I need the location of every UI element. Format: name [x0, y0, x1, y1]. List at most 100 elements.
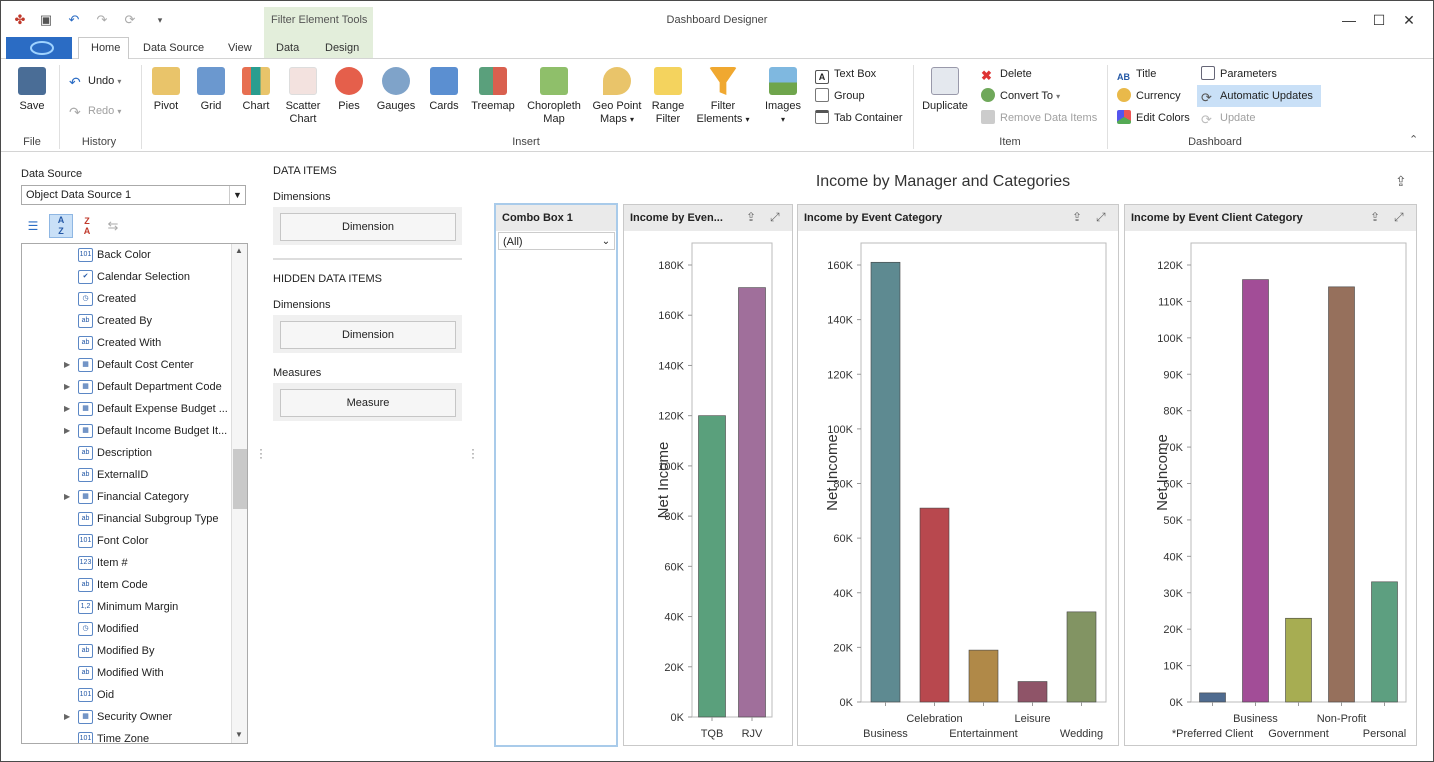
duplicate-button[interactable]: Duplicate — [919, 67, 971, 113]
splitter-grip-icon[interactable]: · · · — [471, 442, 475, 464]
insert-tab-container-button[interactable]: Tab Container — [815, 109, 903, 127]
insert-geo-point-maps-button[interactable]: Geo Point Maps ▾ — [589, 67, 645, 126]
export-icon[interactable]: ⇪ — [1370, 210, 1381, 224]
edit-colors-button[interactable]: Edit Colors — [1117, 109, 1190, 127]
maximize-icon[interactable]: ☐ — [1372, 12, 1386, 28]
insert-images-button[interactable]: Images ▾ — [761, 67, 805, 126]
expand-arrow-icon[interactable]: ▶ — [64, 426, 71, 435]
field-item[interactable]: ◷ Modified — [22, 618, 232, 640]
measure-placeholder-button[interactable]: Measure — [280, 389, 456, 417]
update-button[interactable]: ⟳ Update — [1201, 112, 1256, 127]
combo-box-panel[interactable]: Combo Box 1 (All) ⌄ — [494, 203, 618, 747]
splitter-grip-icon[interactable]: · · · — [259, 442, 263, 464]
dimension-placeholder-button[interactable]: Dimension — [280, 213, 456, 241]
field-item[interactable]: ab Description — [22, 442, 232, 464]
field-item[interactable]: ▶ ▦ Default Income Budget It... — [22, 420, 232, 442]
insert-pivot-button[interactable]: Pivot — [147, 67, 185, 113]
field-item[interactable]: ab Modified By — [22, 640, 232, 662]
field-item[interactable]: ✔ Calendar Selection — [22, 266, 232, 288]
tab-data[interactable]: Data — [276, 42, 300, 54]
save-button[interactable]: Save — [15, 67, 49, 113]
bar[interactable] — [1371, 581, 1398, 703]
group-by-type-icon[interactable]: ☰ — [27, 219, 39, 233]
field-item[interactable]: ▶ ▦ Default Cost Center — [22, 354, 232, 376]
export-icon[interactable]: ⇪ — [746, 210, 757, 224]
currency-button[interactable]: Currency — [1117, 87, 1181, 105]
bar[interactable] — [1066, 611, 1097, 703]
dashboard-title-button[interactable]: AB Title — [1117, 68, 1157, 82]
maximize-panel-icon[interactable]: ⤢ — [1096, 210, 1106, 224]
expand-arrow-icon[interactable]: ▶ — [64, 404, 71, 413]
insert-choropleth-map-button[interactable]: Choropleth Map — [525, 67, 583, 126]
field-item[interactable]: ab Created With — [22, 332, 232, 354]
remove-data-items-button[interactable]: Remove Data Items — [981, 109, 1097, 127]
expand-arrow-icon[interactable]: ▶ — [64, 382, 71, 391]
bar[interactable] — [1017, 681, 1048, 703]
insert-chart-button[interactable]: Chart — [237, 67, 275, 113]
field-item[interactable]: 1,2 Minimum Margin — [22, 596, 232, 618]
chart-panel-manager[interactable]: Income by Even... 0K 20K 40K 60K 80K 100K 120K… — [623, 204, 793, 746]
collapse-ribbon-icon[interactable]: ⌃ — [1409, 134, 1419, 146]
field-item[interactable]: ▶ ▦ Security Owner — [22, 706, 232, 728]
field-item[interactable]: 101 Time Zone — [22, 728, 232, 743]
convert-to-button[interactable]: Convert To ▾ — [981, 87, 1060, 105]
bar[interactable] — [870, 261, 901, 703]
bar[interactable] — [1285, 617, 1312, 703]
refresh-qat-icon[interactable]: ⟳ — [124, 12, 136, 27]
hidden-dimension-placeholder-button[interactable]: Dimension — [280, 321, 456, 349]
field-item[interactable]: ab Item Code — [22, 574, 232, 596]
maximize-panel-icon[interactable]: ⤢ — [1394, 210, 1404, 224]
field-item[interactable]: 101 Oid — [22, 684, 232, 706]
chart-panel-event-category[interactable]: Income by Event Category 0K 20K 40K 60K 80K 1… — [797, 204, 1119, 746]
scroll-down-icon[interactable]: ▼ — [235, 730, 243, 739]
insert-treemap-button[interactable]: Treemap — [470, 67, 516, 113]
insert-group-button[interactable]: Group — [815, 87, 865, 105]
expand-arrow-icon[interactable]: ▶ — [64, 360, 71, 369]
field-item[interactable]: ▶ ▦ Default Department Code — [22, 376, 232, 398]
expand-arrow-icon[interactable]: ▶ — [64, 492, 71, 501]
save-qat-icon[interactable]: ▣ — [39, 12, 53, 27]
data-source-select[interactable]: Object Data Source 1 ▼ — [21, 185, 246, 205]
insert-text-box-button[interactable]: A Text Box — [815, 65, 876, 84]
export-icon[interactable]: ⇪ — [1072, 210, 1083, 224]
insert-filter-elements-button[interactable]: Filter Elements ▾ — [693, 67, 753, 126]
insert-gauges-button[interactable]: Gauges — [375, 67, 417, 113]
bar[interactable] — [1199, 692, 1226, 703]
field-item[interactable]: ab Created By — [22, 310, 232, 332]
field-item[interactable]: 101 Back Color — [22, 244, 232, 266]
field-list-scrollbar[interactable]: ▲ ▼ — [231, 244, 247, 743]
bar[interactable] — [698, 415, 726, 718]
expand-arrow-icon[interactable]: ▶ — [64, 712, 71, 721]
field-item[interactable]: ab Financial Subgroup Type — [22, 508, 232, 530]
insert-cards-button[interactable]: Cards — [425, 67, 463, 113]
scroll-thumb[interactable] — [233, 449, 247, 509]
close-icon[interactable]: ✕ — [1403, 12, 1415, 28]
insert-scatter-chart-button[interactable]: Scatter Chart — [281, 67, 325, 126]
dashboard-export-icon[interactable]: ⇪ — [1395, 173, 1407, 189]
field-item[interactable]: 123 Item # — [22, 552, 232, 574]
combo-box-select[interactable]: (All) ⌄ — [498, 232, 615, 250]
chart-panel-client-category[interactable]: Income by Event Client Category 0K 10K 20K… — [1124, 204, 1417, 746]
field-item[interactable]: 101 Font Color — [22, 530, 232, 552]
bar[interactable] — [968, 649, 999, 703]
bar[interactable] — [1242, 279, 1269, 703]
field-item[interactable]: ab Modified With — [22, 662, 232, 684]
customize-qat-icon[interactable]: ▾ — [157, 15, 163, 25]
field-item[interactable]: ab ExternalID — [22, 464, 232, 486]
parameters-button[interactable]: Parameters — [1201, 65, 1277, 83]
scroll-up-icon[interactable]: ▲ — [235, 246, 243, 255]
delete-button[interactable]: ✖ Delete — [981, 68, 1032, 83]
undo-button[interactable]: ↶ Undo ▾ — [69, 74, 122, 90]
minimize-icon[interactable]: — — [1342, 12, 1356, 28]
insert-range-filter-button[interactable]: Range Filter — [647, 67, 689, 126]
app-logo-icon[interactable]: ✤ — [14, 12, 26, 27]
field-item[interactable]: ◷ Created — [22, 288, 232, 310]
tab-data-source[interactable]: Data Source — [143, 42, 205, 54]
redo-qat-icon[interactable]: ↷ — [96, 12, 108, 27]
maximize-panel-icon[interactable]: ⤢ — [770, 210, 780, 224]
tab-view[interactable]: View — [228, 42, 252, 54]
bar[interactable] — [738, 287, 766, 718]
bar[interactable] — [1328, 286, 1355, 703]
